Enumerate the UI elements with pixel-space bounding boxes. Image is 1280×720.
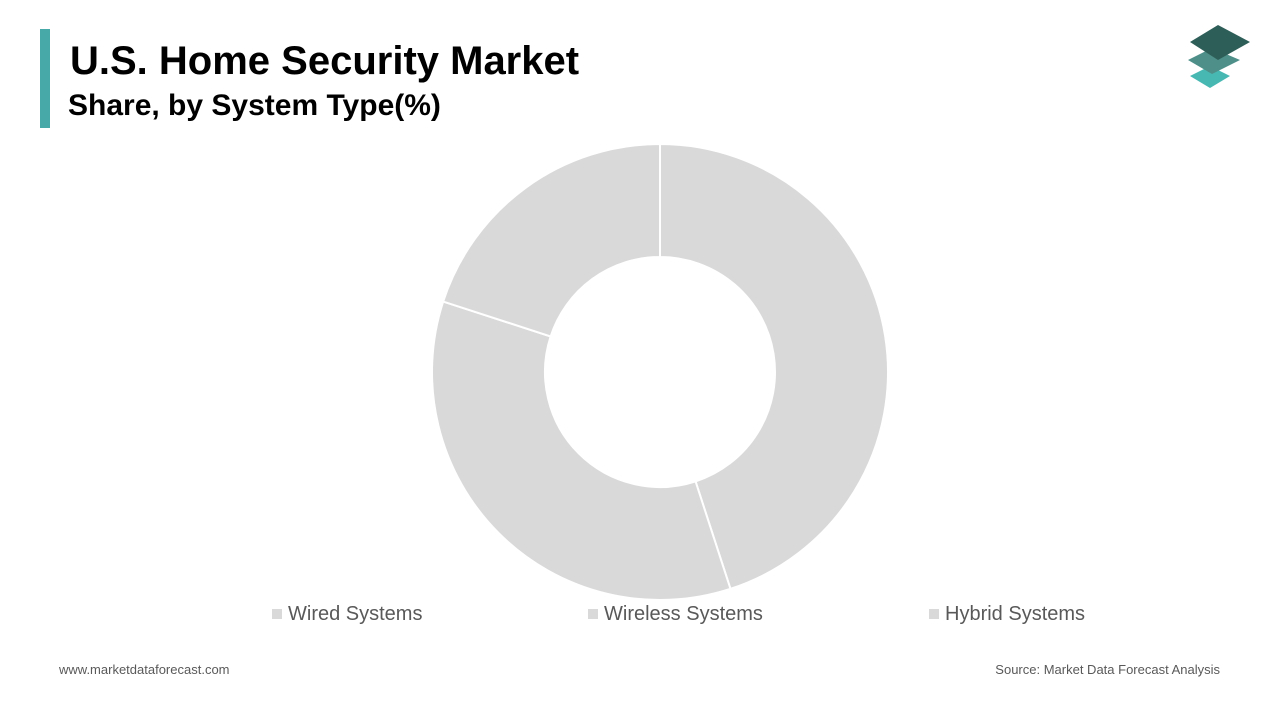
title-accent-bar [40, 29, 50, 128]
legend-label-hybrid: Hybrid Systems [945, 602, 1086, 625]
legend-item-wired: Wired Systems [272, 600, 422, 628]
legend-swatch-wireless [588, 609, 598, 619]
slice-wireless-systems [431, 300, 732, 601]
legend-label-wired: Wired Systems [288, 602, 423, 625]
legend-item-wireless: Wireless Systems [588, 600, 763, 628]
legend-swatch-hybrid [929, 609, 939, 619]
legend-label-wireless: Wireless Systems [604, 602, 763, 625]
legend-swatch-wired [272, 609, 282, 619]
source-note: Source: Market Data Forecast Analysis [995, 662, 1220, 677]
slice-wired-systems [659, 142, 889, 591]
stacked-layers-icon [1188, 25, 1250, 88]
chart-title: U.S. Home Security Market [70, 39, 580, 83]
legend-item-hybrid: Hybrid Systems [929, 600, 1085, 628]
website-link[interactable]: www.marketdataforecast.com [59, 662, 230, 677]
slice-hybrid-systems [441, 142, 661, 338]
chart-subtitle: Share, by System Type(%) [68, 89, 441, 122]
